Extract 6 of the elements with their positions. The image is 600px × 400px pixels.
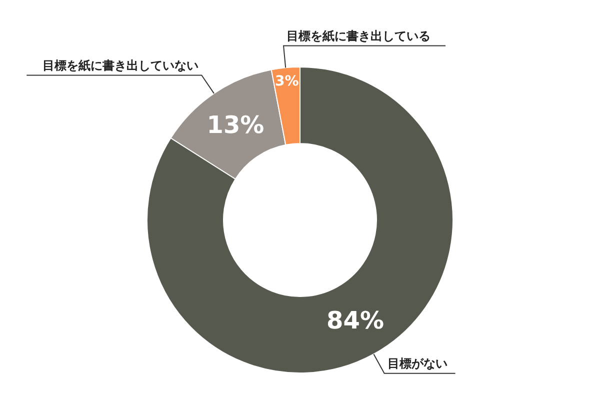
slice-label: 目標を紙に書き出していない <box>42 58 199 72</box>
slice-label: 目標がない <box>387 356 448 370</box>
data-label: 84% <box>326 306 384 335</box>
slice-label: 目標を紙に書き出している <box>286 28 431 43</box>
data-label: 3% <box>275 74 299 90</box>
data-label: 13% <box>206 111 264 140</box>
